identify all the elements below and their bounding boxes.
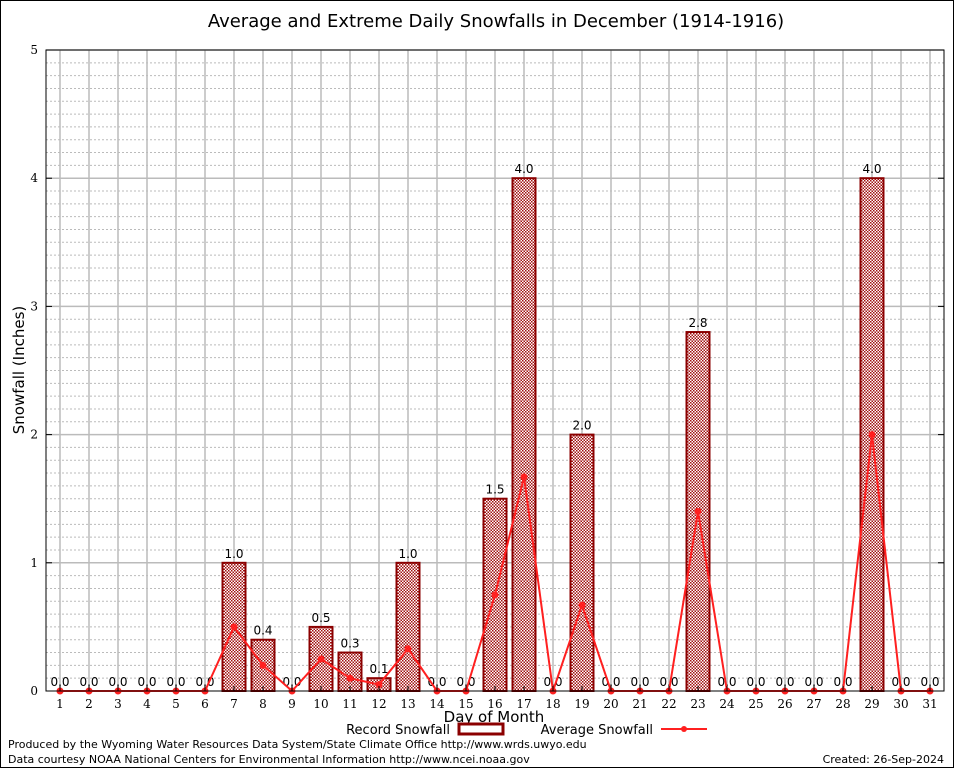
y-tick-label: 4 [30,171,38,185]
bar-label-day-25: 0.0 [746,675,765,689]
bar-label-day-29: 4.0 [862,162,881,176]
average-point-day-12 [375,681,383,689]
x-tick-label: 13 [400,697,415,711]
bar-label-day-26: 0.0 [775,675,794,689]
bar-label-day-1: 0.0 [50,675,69,689]
x-tick-label: 18 [545,697,560,711]
grid [46,49,944,691]
x-tick-label: 14 [429,697,445,711]
x-tick-label: 7 [230,697,238,711]
bar-label-day-21: 0.0 [630,675,649,689]
bar-label-day-8: 0.4 [253,624,272,638]
y-tick-label: 0 [30,684,38,698]
legend-record-swatch [457,722,505,736]
x-tick-label: 3 [114,697,122,711]
legend-record-label: Record Snowfall [346,723,450,738]
bar-label-day-22: 0.0 [659,675,678,689]
bar-label-day-5: 0.0 [166,675,185,689]
x-tick-label: 4 [143,697,151,711]
x-tick-label: 20 [603,697,618,711]
x-tick-label: 11 [342,697,357,711]
bar-label-day-16: 1.5 [485,483,504,497]
x-tick-label: 10 [313,697,328,711]
average-point-day-16 [491,591,499,599]
footer-created: Created: 26-Sep-2024 [823,753,944,766]
footer-courtesy: Data courtesy NOAA National Centers for … [8,753,530,766]
bar-day-13 [395,561,421,692]
y-tick-label: 1 [30,556,38,570]
bar-label-day-17: 4.0 [514,162,533,176]
x-tick-label: 5 [172,697,180,711]
average-point-day-29 [868,431,876,439]
average-point-day-11 [346,674,354,682]
y-tick-label: 5 [30,43,38,57]
x-tick-label: 16 [487,697,502,711]
bar-label-day-27: 0.0 [804,675,823,689]
average-point-day-7 [230,623,238,631]
x-tick-label: 15 [458,697,473,711]
x-tick-label: 29 [864,697,879,711]
bar-label-day-30: 0.0 [891,675,910,689]
x-tick-label: 25 [748,697,763,711]
bar-label-day-11: 0.3 [340,637,359,651]
x-tick-label: 9 [288,697,296,711]
bar-label-day-12: 0.1 [369,662,388,676]
bar-label-day-3: 0.0 [108,675,127,689]
chart-title: Average and Extreme Daily Snowfalls in D… [208,11,784,32]
bar-label-day-7: 1.0 [224,547,243,561]
x-tick-label: 26 [777,697,792,711]
x-tick-label: 19 [574,697,589,711]
x-tick-label: 2 [85,697,93,711]
x-tick-label: 1 [56,697,64,711]
bar-label-day-28: 0.0 [833,675,852,689]
footer-produced: Produced by the Wyoming Water Resources … [8,738,587,751]
x-tick-label: 31 [922,697,937,711]
bar-label-day-2: 0.0 [79,675,98,689]
average-point-day-19 [578,601,586,609]
bar-label-day-13: 1.0 [398,547,417,561]
bar-label-day-19: 2.0 [572,419,591,433]
average-point-day-17 [520,473,528,481]
x-tick-label: 6 [201,697,209,711]
bar-label-day-10: 0.5 [311,611,330,625]
bar-day-17 [511,177,537,692]
y-axis-label: Snowfall (Inches) [10,306,28,434]
x-tick-label: 23 [690,697,705,711]
bar-label-day-24: 0.0 [717,675,736,689]
bar-day-19 [569,433,595,692]
bar-label-day-4: 0.0 [137,675,156,689]
legend-average-label: Average Snowfall [541,723,653,738]
y-tick-label: 3 [30,299,38,313]
x-tick-label: 22 [661,697,676,711]
average-point-day-8 [259,661,267,669]
x-tick-label: 8 [259,697,267,711]
x-tick-label: 12 [371,697,386,711]
x-tick-label: 30 [893,697,908,711]
x-tick-label: 21 [632,697,647,711]
average-point-day-13 [404,645,412,653]
x-axis-label: Day of Month [444,708,545,726]
x-tick-label: 27 [806,697,821,711]
bar-label-day-23: 2.8 [688,316,707,330]
bar-label-day-31: 0.0 [920,675,939,689]
average-point-day-23 [694,508,702,516]
x-tick-label: 24 [719,697,735,711]
x-tick-label: 28 [835,697,850,711]
average-point-day-10 [317,655,325,663]
legend-average-marker [681,726,687,732]
x-tick-label: 17 [516,697,531,711]
y-tick-label: 2 [30,428,38,442]
